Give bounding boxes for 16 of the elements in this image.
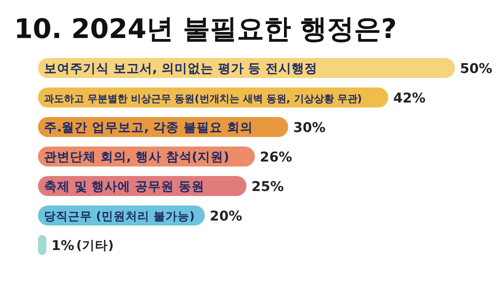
y-tick-label: 당직근무 (민원처리 불가능)	[44, 209, 195, 223]
data-label: 20%	[210, 208, 243, 224]
y-tick-label: 관변단체 회의, 행사 참석(지원)	[44, 149, 230, 164]
y-tick-label: 주.월간 업무보고, 각종 불필요 회의	[44, 120, 253, 134]
data-label: 26%	[260, 150, 293, 166]
y-tick-label: (기타)	[76, 238, 114, 252]
y-tick-label: 축제 및 행사에 공무원 동원	[44, 178, 204, 194]
y-tick-label: 과도하고 무분별한 비상근무 동원(번개치는 새벽 동원, 기상상황 무관)	[44, 94, 362, 105]
bar	[38, 235, 46, 255]
data-label: 25%	[252, 179, 284, 195]
data-label: 50%	[460, 61, 493, 77]
chart-title: 10. 2024년 불필요한 행정은?	[14, 14, 397, 45]
data-label: 1%	[51, 238, 75, 254]
data-label: 42%	[393, 90, 426, 106]
y-tick-label: 보여주기식 보고서, 의미없는 평가 등 전시행정	[44, 60, 318, 76]
data-label: 30%	[293, 120, 326, 136]
